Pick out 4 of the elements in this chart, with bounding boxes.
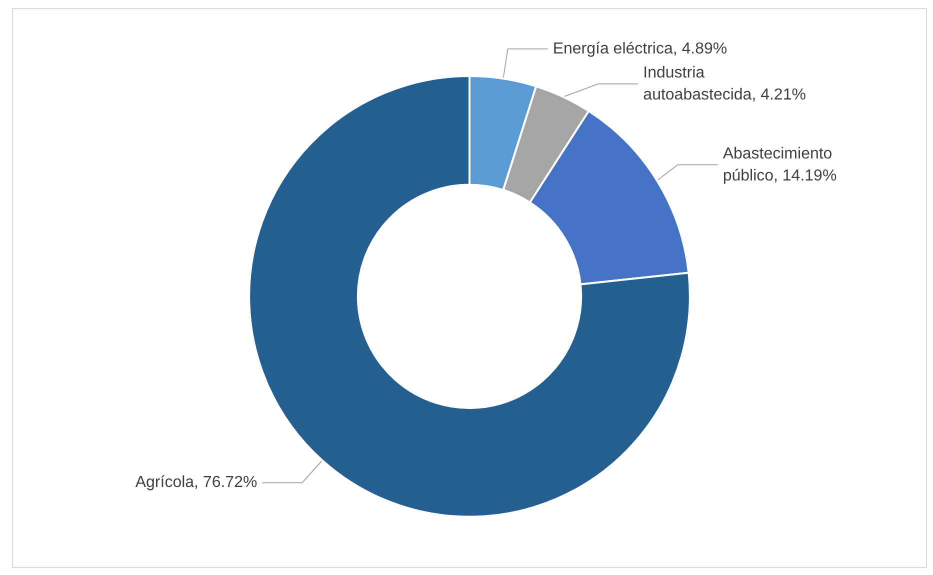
slice-label: Agrícola, 76.72% — [135, 474, 258, 492]
slice-label: Energía eléctrica, 4.89% — [552, 40, 728, 58]
slice-label: Abastecimiento público, 14.19% — [722, 145, 837, 184]
slice-label: Industria autoabastecida, 4.21% — [643, 64, 806, 104]
